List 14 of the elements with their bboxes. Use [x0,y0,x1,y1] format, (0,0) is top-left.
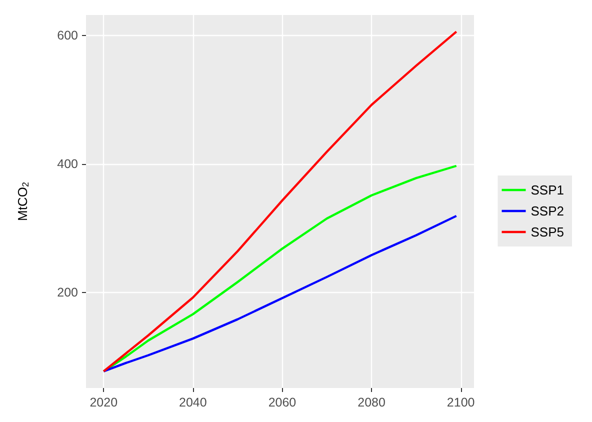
x-tick-label: 2100 [446,396,475,410]
line-series [102,30,458,372]
legend-label: SSP2 [530,204,564,218]
legend-label: SSP5 [530,224,564,240]
y-tick-label: 600 [57,28,78,43]
x-tick-label: 2020 [90,396,118,410]
y-tick-label: 400 [57,156,78,171]
x-tick-label: 2080 [358,396,386,410]
y-tick-label: 200 [57,285,78,300]
x-tick-label: 2060 [268,396,296,410]
legend-label: SSP1 [530,182,564,198]
x-tick-label: 2040 [179,396,207,410]
y-axis-title: MtCO2 [15,182,30,221]
line-series [102,214,458,372]
